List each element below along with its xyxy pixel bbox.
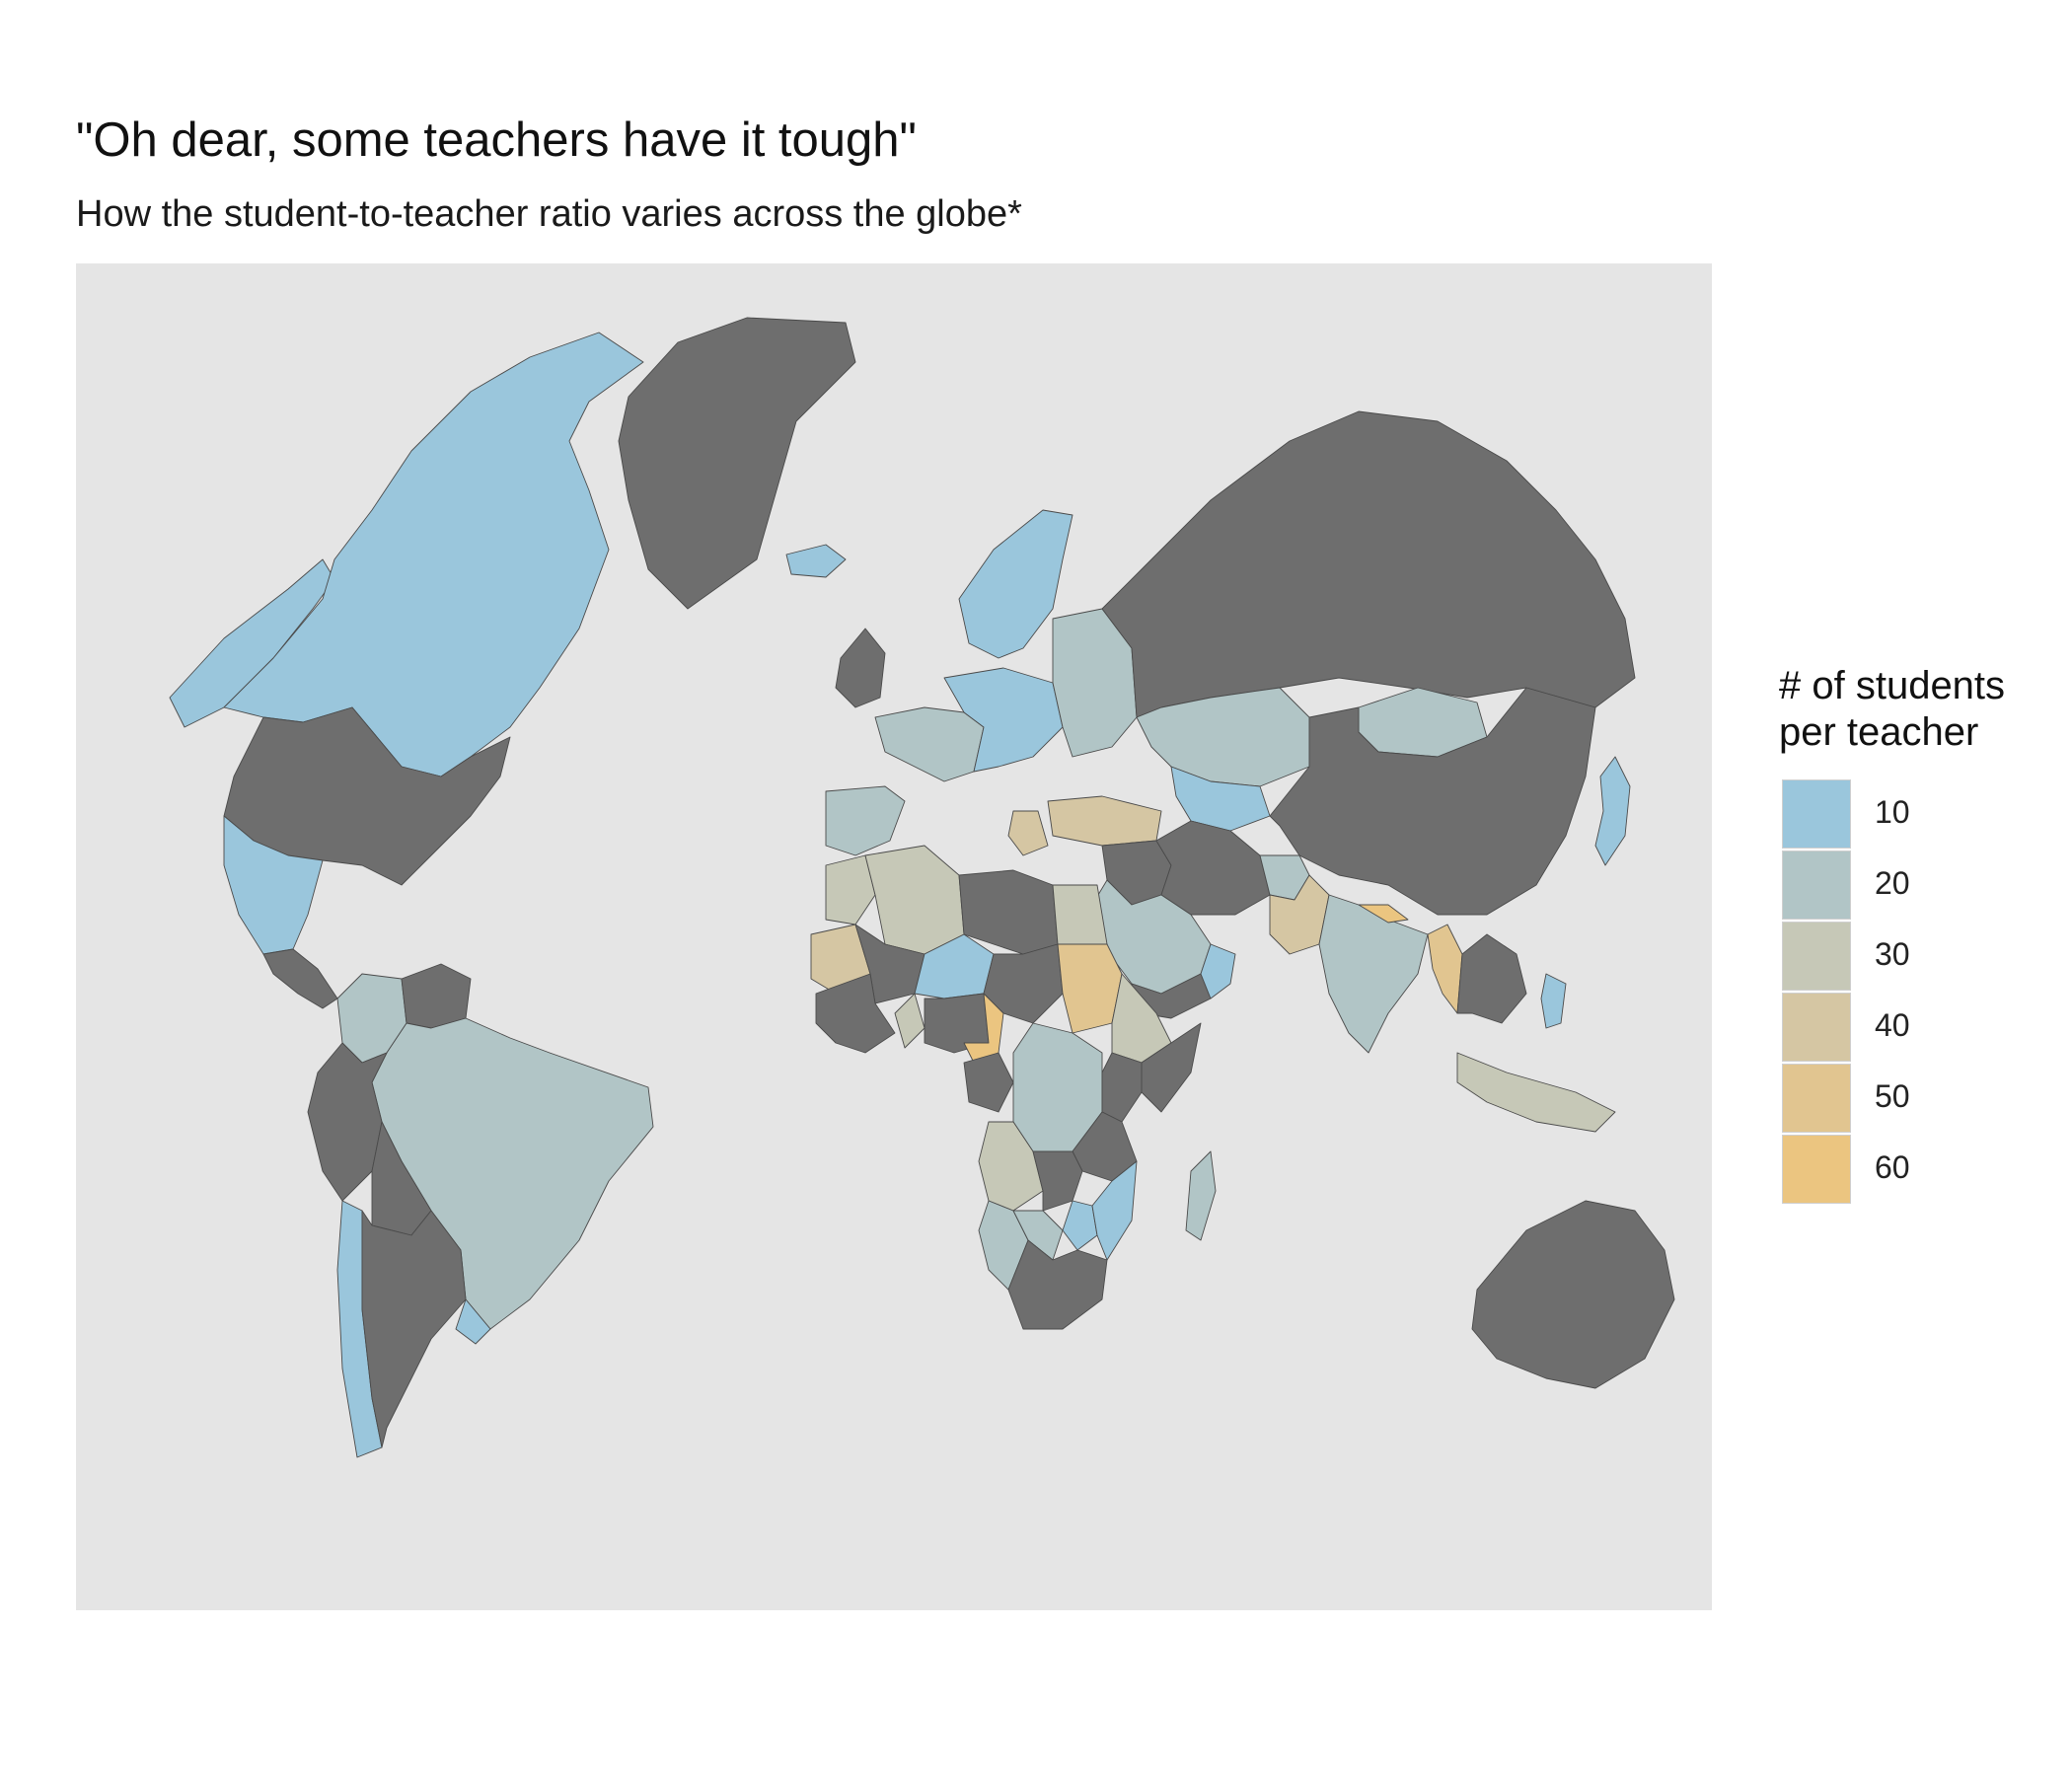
country-oman — [1200, 943, 1236, 999]
page-title: "Oh dear, some teachers have it tough" — [76, 113, 917, 167]
legend-swatch — [1782, 1135, 1851, 1204]
country-china — [1269, 687, 1596, 916]
country-ghana — [894, 993, 925, 1049]
country-canada — [223, 332, 644, 777]
country-uruguay — [455, 1298, 491, 1345]
legend-label: 50 — [1875, 1078, 1910, 1114]
country-indochina — [1456, 933, 1527, 1024]
country-western-europe — [874, 706, 985, 782]
country-argentina — [361, 1210, 467, 1448]
page-subtitle: How the student-to-teacher ratio varies … — [76, 193, 1022, 235]
country-japan — [1594, 756, 1631, 866]
country-morocco — [825, 854, 876, 925]
legend-swatch — [1782, 1064, 1851, 1133]
legend-label: 20 — [1875, 865, 1910, 901]
country-venezuela — [401, 963, 472, 1029]
country-alaska — [169, 558, 335, 728]
country-iran — [1155, 820, 1271, 916]
country-central-america — [262, 948, 338, 1009]
legend-swatch — [1782, 993, 1851, 1062]
country-kenya — [1101, 1052, 1143, 1123]
map-panel — [76, 263, 1712, 1610]
world-map — [169, 317, 1675, 1458]
country-southeast-asia-islands — [1456, 1052, 1616, 1133]
country-scandinavia — [958, 509, 1073, 659]
country-central-europe — [943, 667, 1064, 773]
legend-key-40: 40 — [1779, 992, 1937, 1063]
country-west-africa — [815, 973, 896, 1054]
legend-key-50: 50 — [1779, 1063, 1937, 1134]
country-united-kingdom — [835, 628, 886, 708]
country-philippines — [1540, 973, 1567, 1029]
legend-key-60: 60 — [1779, 1134, 1937, 1205]
country-mexico — [223, 815, 324, 955]
country-nepal — [1358, 904, 1409, 924]
country-iberia — [825, 785, 906, 856]
country-greenland — [618, 317, 856, 610]
country-egypt — [1052, 884, 1108, 945]
country-south-africa — [1007, 1239, 1108, 1330]
country-russia — [1101, 410, 1636, 718]
country-zimbabwe — [1062, 1200, 1098, 1251]
legend-swatch — [1782, 779, 1851, 849]
legend-swatch — [1782, 851, 1851, 920]
legend: # of students per teacher 10 20 30 40 50 60 — [1779, 663, 2006, 1204]
legend-label: 10 — [1875, 794, 1910, 830]
legend-key-20: 20 — [1779, 850, 1937, 921]
country-greece — [1007, 810, 1049, 856]
legend-label: 40 — [1875, 1007, 1910, 1043]
country-australia — [1471, 1200, 1675, 1389]
country-madagascar — [1185, 1150, 1217, 1241]
legend-label: 60 — [1875, 1149, 1910, 1185]
country-algeria — [864, 845, 965, 955]
legend-swatch — [1782, 922, 1851, 991]
country-iceland — [785, 544, 847, 578]
legend-key-10: 10 — [1779, 778, 1937, 850]
country-india — [1318, 894, 1429, 1054]
country-central-asia — [1170, 766, 1271, 832]
legend-key-30: 30 — [1779, 921, 1937, 992]
country-angola — [978, 1121, 1044, 1212]
legend-title: # of students per teacher — [1779, 664, 2006, 754]
country-myanmar — [1427, 924, 1463, 1014]
legend-label: 30 — [1875, 936, 1910, 972]
country-gabon-congo — [963, 1052, 1014, 1113]
country-turkey — [1047, 795, 1162, 847]
